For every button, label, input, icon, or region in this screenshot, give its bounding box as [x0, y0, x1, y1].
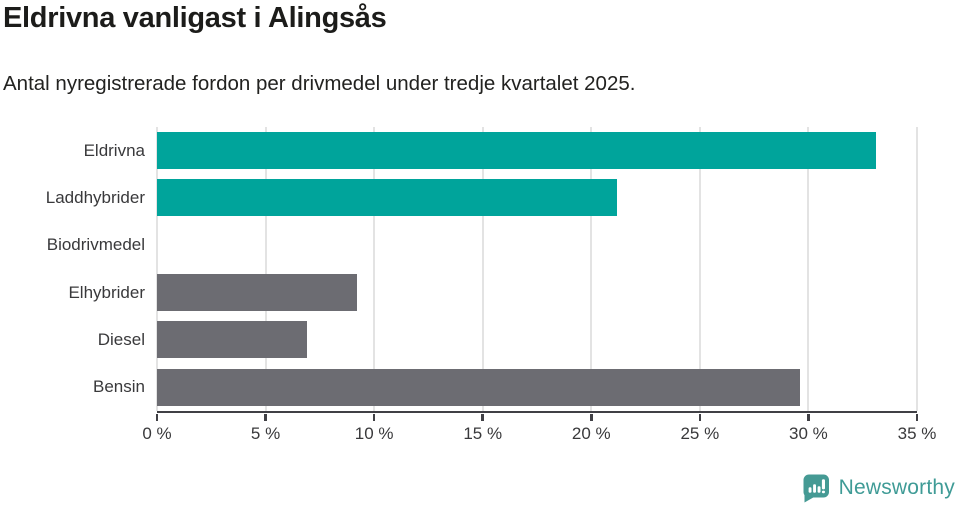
x-axis-tick-label: 0 %: [142, 424, 172, 443]
bar-row: [157, 127, 917, 174]
exclamation-dot: [821, 490, 825, 494]
category-axis: Eldrivna Laddhybrider Biodrivmedel Elhybrid…: [0, 127, 145, 411]
gridline: [264, 127, 267, 411]
category-label: Biodrivmedel: [46, 235, 145, 255]
bar-row: [157, 316, 917, 363]
gridline: [698, 127, 701, 411]
gridline: [156, 127, 158, 411]
gridline: [481, 127, 484, 411]
x-axis-tick: [372, 413, 376, 421]
bar-diesel: [157, 321, 307, 359]
bar-laddhybrider: [157, 179, 618, 217]
gridline: [373, 127, 376, 411]
x-axis-tick: [590, 413, 593, 421]
gridline: [807, 127, 810, 411]
x-axis-tick-label: 15 %: [463, 424, 503, 443]
newsworthy-logo-icon: [803, 474, 829, 503]
category-label: Diesel: [97, 329, 145, 349]
brand-footer: Newsworthy: [801, 473, 955, 503]
category-label: Elhybrider: [68, 282, 145, 302]
x-axis-tick: [155, 413, 159, 421]
x-axis-tick: [264, 413, 267, 421]
bar-row: [157, 174, 917, 221]
gridline: [916, 127, 918, 411]
x-axis-tick: [915, 413, 919, 421]
brand-name: Newsworthy: [838, 476, 955, 499]
category-label: Eldrivna: [83, 140, 145, 160]
bar-chart: Eldrivna Laddhybrider Biodrivmedel Elhybrid…: [0, 127, 960, 447]
bar-row: [157, 364, 917, 411]
x-axis-tick-label: 35 %: [897, 424, 937, 443]
category-label: Laddhybrider: [45, 187, 145, 207]
plot-area: 0 % 5 % 10 % 15 % 20 % 25 % 30 % 35 %: [142, 127, 936, 443]
bar-eldrivna: [157, 132, 876, 170]
bar-bensin: [157, 368, 800, 406]
x-axis-tick: [698, 413, 702, 421]
x-axis-tick-label: 25 %: [680, 424, 720, 443]
chart-subtitle: Antal nyregistrerade fordon per drivmede…: [3, 72, 636, 95]
exclamation-bar: [821, 479, 825, 490]
chart-title: Eldrivna vanligast i Alingsås: [3, 2, 387, 34]
bar-row: [157, 222, 917, 269]
x-axis-tick-label: 10 %: [354, 424, 394, 443]
bar-elhybrider: [157, 274, 357, 312]
category-label: Bensin: [93, 377, 145, 397]
x-axis-tick-label: 20 %: [571, 424, 611, 443]
x-axis-tick: [807, 413, 810, 421]
x-axis-tick: [481, 413, 484, 421]
x-axis-tick-label: 5 %: [250, 424, 281, 443]
x-axis-tick-label: 30 %: [789, 424, 828, 443]
gridline: [590, 127, 593, 411]
bar-row: [157, 269, 917, 316]
